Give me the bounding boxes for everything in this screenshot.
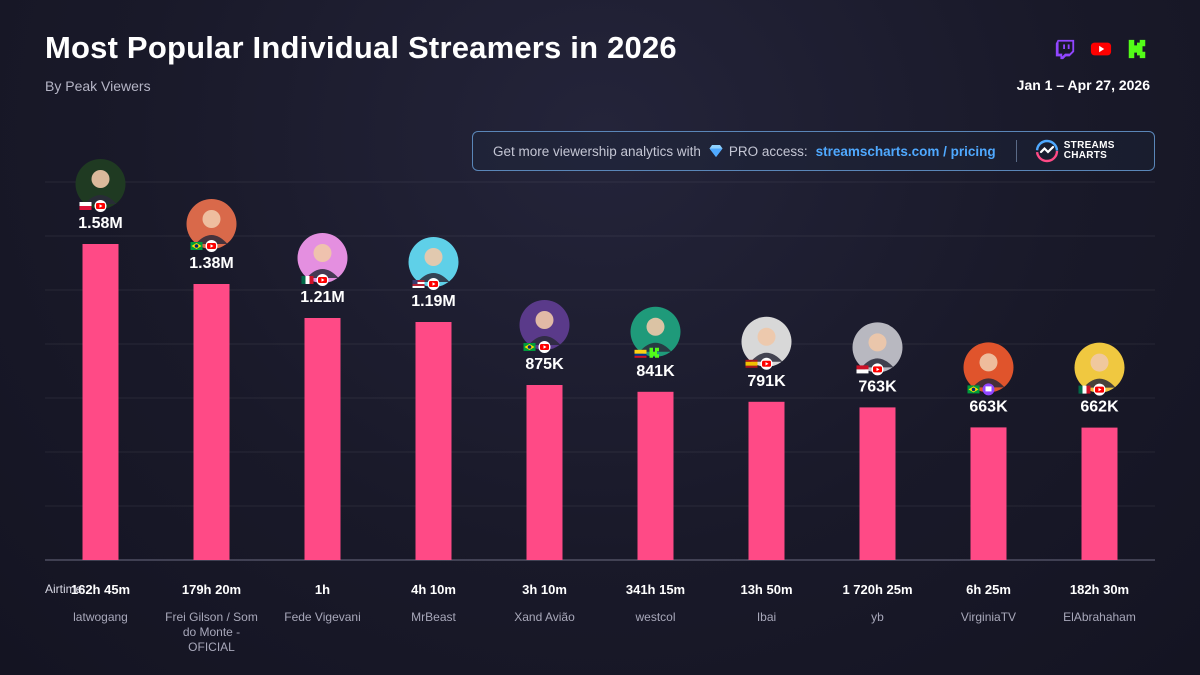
category-label-9: VirginiaTV [961,610,1016,624]
twitch-badge-icon [982,383,995,396]
kick-icon [1128,39,1146,59]
youtube-icon [1090,42,1112,56]
streamscharts-logo: STREAMS CHARTS [1035,139,1115,163]
twitch-icon [1055,39,1075,60]
airtime-2: 179h 20m [182,582,241,597]
airtime-7: 13h 50m [740,582,792,597]
airtime-1: 162h 45m [71,582,130,597]
avatar-5 [519,300,570,350]
airtime-5: 3h 10m [522,582,567,597]
value-label-8: 763K [858,378,897,395]
category-label-3: Fede Vigevani [284,610,361,624]
airtime-9: 6h 25m [966,582,1011,597]
bar-1 [82,244,119,560]
value-label-6: 841K [636,363,675,380]
youtube-badge-icon [316,274,329,286]
flag-poland-icon [79,202,92,210]
kick-badge-icon [649,347,659,358]
youtube-badge-icon [1093,383,1106,396]
category-label-4: MrBeast [411,610,456,624]
brand-line-2: CHARTS [1063,150,1108,161]
bar-8 [859,407,896,560]
category-label-7: Ibai [757,610,776,624]
bar-4 [415,322,452,560]
value-label-5: 875K [525,356,564,373]
flag-brazil-icon [190,242,203,250]
category-label-1: latwogang [73,610,128,624]
category-label-6: westcol [634,610,675,624]
avatar-8 [852,322,903,373]
flag-mexico-icon [301,276,314,284]
bar-10 [1081,427,1118,560]
flag-brazil-icon [523,343,536,351]
flag-mexico-icon [1078,385,1091,394]
flag-colombia-icon [634,349,647,358]
avatar-7 [741,316,792,367]
avatar-3 [297,233,348,283]
flag-spain-icon [745,359,758,368]
promo-text: Get more viewership analytics with [493,143,701,159]
value-label-10: 662K [1080,399,1119,416]
diamond-icon [709,145,723,157]
flag-usa-icon [412,280,425,288]
category-label-5: Xand Avião [514,610,575,624]
youtube-badge-icon [871,363,884,376]
bar-5 [526,385,563,560]
youtube-badge-icon [427,278,440,290]
promo-divider [1015,140,1017,162]
flag-indonesia-icon [856,365,869,374]
avatar-9 [963,342,1014,393]
avatar-6 [630,306,681,357]
airtime-label: Airtime: [45,582,86,596]
pricing-link[interactable]: streamscharts.com / pricing [815,143,996,159]
category-label-2: OFICIAL [188,640,235,654]
category-label-2: Frei Gilson / Som [165,610,258,624]
youtube-badge-icon [94,200,107,212]
bar-6 [637,391,674,560]
flag-brazil-icon [967,385,980,394]
bar-9 [970,427,1007,560]
value-label-1: 1.58M [78,215,122,232]
bar-2 [193,284,230,560]
brand-line-1: STREAMS [1063,140,1115,151]
avatar-1 [75,159,126,209]
category-label-2: do Monte - [183,625,240,639]
airtime-3: 1h [315,582,330,597]
avatar-10 [1074,342,1125,393]
bar-7 [748,401,785,560]
platform-icons [1054,38,1148,60]
promo-banner[interactable]: Get more viewership analytics with PRO a… [472,131,1155,171]
value-label-7: 791K [747,373,786,390]
category-label-8: yb [871,610,884,624]
date-range: Jan 1 – Apr 27, 2026 [1016,77,1150,93]
avatar-2 [186,199,237,249]
youtube-badge-icon [538,341,551,353]
promo-text-group: Get more viewership analytics with PRO a… [493,144,996,159]
airtime-4: 4h 10m [411,582,456,597]
youtube-badge-icon [205,240,218,252]
bar-3 [304,318,341,560]
avatar-4 [408,237,459,287]
value-label-4: 1.19M [411,293,455,310]
promo-pro: PRO access: [728,143,808,159]
value-label-3: 1.21M [300,289,344,306]
page-title: Most Popular Individual Streamers in 202… [45,30,677,65]
airtime-10: 182h 30m [1070,582,1129,597]
airtime-6: 341h 15m [626,582,685,597]
category-label-10: ElAbrahaham [1063,610,1136,624]
page-subtitle: By Peak Viewers [45,78,151,94]
airtime-8: 1 720h 25m [842,582,912,597]
youtube-badge-icon [760,357,773,370]
value-label-9: 663K [969,398,1008,415]
value-label-2: 1.38M [189,255,233,272]
streamscharts-logo-icon [1035,139,1058,163]
